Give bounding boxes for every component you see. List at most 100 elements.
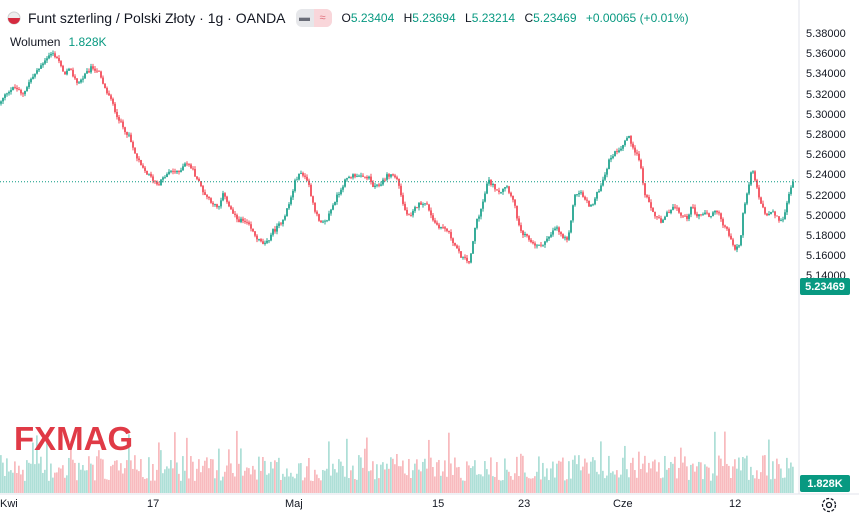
volume-bar [356,479,358,493]
candle-body [296,179,298,181]
candle-body [760,197,762,204]
volume-bar [478,474,480,493]
volume-bar [66,475,68,493]
time-tick-label: 17 [147,498,160,510]
candle-body [510,192,512,196]
chart-mode-toggle[interactable]: ▬ ≈ [295,9,332,27]
volume-bar [14,461,16,493]
volume-bar [720,458,722,493]
candle-body [622,145,624,149]
volume-bar [360,457,362,493]
volume-bar [332,463,334,493]
candle-body [408,214,410,216]
volume-bar [722,466,724,493]
volume-bar [670,462,672,493]
volume-bar [662,477,664,493]
volume-bar [18,465,20,493]
volume-bar [82,465,84,493]
candle-body [256,235,258,240]
candle-body [278,223,280,226]
volume-bar [712,473,714,493]
candle-body [474,227,476,242]
wave-icon[interactable]: ≈ [313,9,332,27]
candle-body [254,231,256,236]
candle-body [644,183,646,196]
candle-body [118,117,120,121]
volume-bar [692,463,694,493]
candle-body [358,175,360,177]
candle-body [404,203,406,210]
candle-body [32,76,34,79]
volume-bar [308,457,310,493]
candle-body [284,216,286,220]
candle-body [650,202,652,208]
candle-body [770,212,772,214]
volume-bar [578,455,580,493]
candle-body [554,228,556,231]
volume-bar [268,473,270,493]
volume-bar [40,456,42,493]
price-tick-label: 5.34000 [806,68,846,81]
volume-bar [704,464,706,493]
volume-bar [658,462,660,493]
volume-bar [204,460,206,493]
settings-gear-icon[interactable] [820,496,838,514]
volume-bar [254,469,256,493]
candle-body [432,215,434,221]
candle-body [612,156,614,158]
volume-bar [62,465,64,493]
price-tick-label: 5.22000 [806,189,846,202]
volume-bar [350,470,352,493]
volume-bar [438,459,440,493]
candle-body [260,239,262,242]
candle-body [580,192,582,194]
volume-bar [476,474,478,493]
candle-body [328,213,330,221]
candle-body [52,53,54,55]
volume-bar [2,462,4,493]
volume-bar [768,439,770,493]
minus-icon[interactable]: ▬ [299,12,311,24]
volume-bar [766,475,768,493]
volume-bar [770,479,772,493]
candle-body [226,196,228,202]
candle-body [482,201,484,209]
volume-bar [154,480,156,493]
symbol-title[interactable]: Funt szterling / Polski Złoty · 1g · OAN… [28,10,286,26]
candle-body [552,230,554,235]
volume-bar [276,462,278,493]
volume-bar [68,457,70,493]
candle-body [22,93,24,95]
candle-body [210,198,212,203]
candle-body [368,176,370,179]
volume-bar [544,476,546,493]
volume-bar [362,467,364,493]
candle-body [148,173,150,175]
volume-bar [516,456,518,493]
time-tick-label: 23 [518,498,531,510]
volume-bar [550,468,552,493]
candle-body [616,151,618,152]
volume-bar [710,480,712,493]
candle-body [354,174,356,177]
candle-body [252,228,254,232]
volume-bar [70,440,72,493]
candle-body [158,184,160,186]
candle-body [684,215,686,217]
candle-body [320,220,322,223]
time-tick-label: Maj [285,498,303,510]
candle-body [514,199,516,206]
volume-bar [140,459,142,493]
volume-bar [592,457,594,493]
candle-body [288,204,290,209]
volume-bar [322,469,324,493]
candle-body [376,184,378,186]
volume-bar [198,459,200,493]
volume-bar [792,466,794,493]
candle-body [442,226,444,228]
time-tick-label: 12 [729,498,742,510]
volume-bar [156,469,158,493]
volume-bar [378,478,380,493]
candle-body [600,185,602,191]
